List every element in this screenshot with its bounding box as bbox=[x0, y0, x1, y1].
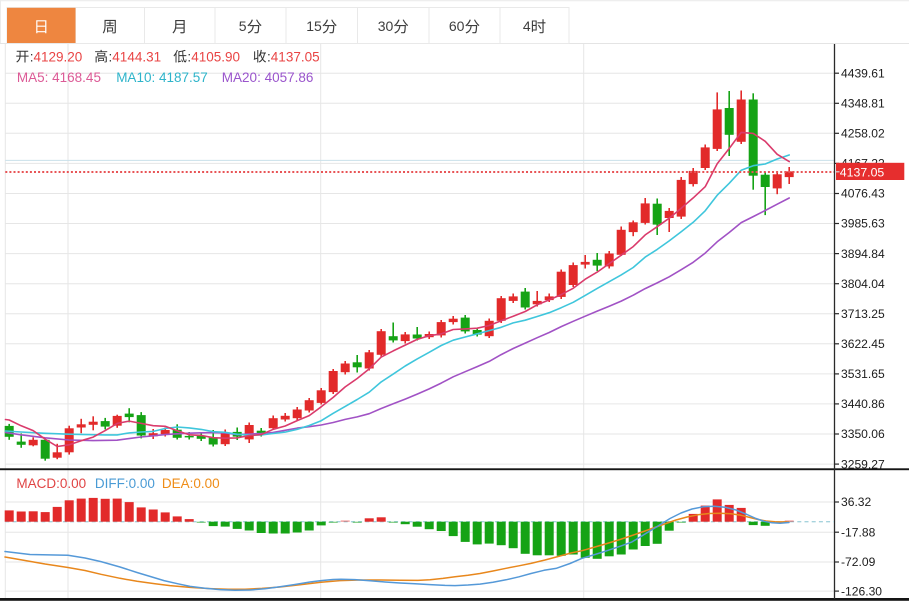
svg-text:3531.65: 3531.65 bbox=[841, 367, 885, 381]
svg-text:4076.43: 4076.43 bbox=[841, 187, 885, 201]
svg-text:3713.25: 3713.25 bbox=[841, 307, 885, 321]
svg-text:3804.04: 3804.04 bbox=[841, 277, 885, 291]
svg-text:4348.81: 4348.81 bbox=[841, 97, 885, 111]
svg-text:4129.20: 4129.20 bbox=[34, 49, 83, 64]
svg-text:MA20: 4057.86: MA20: 4057.86 bbox=[222, 70, 314, 85]
svg-text:4105.90: 4105.90 bbox=[191, 49, 240, 64]
svg-text:30: 30 bbox=[378, 18, 394, 34]
svg-text:3622.45: 3622.45 bbox=[841, 337, 885, 351]
svg-text:4: 4 bbox=[523, 18, 531, 34]
svg-text:3259.27: 3259.27 bbox=[841, 457, 885, 471]
svg-text:-17.88: -17.88 bbox=[841, 525, 876, 539]
svg-text:3350.06: 3350.06 bbox=[841, 427, 885, 441]
svg-text:DEA:0.00: DEA:0.00 bbox=[162, 476, 220, 491]
svg-text:4258.02: 4258.02 bbox=[841, 127, 885, 141]
svg-text:4137.05: 4137.05 bbox=[840, 165, 885, 179]
svg-text:5: 5 bbox=[239, 18, 247, 34]
svg-text:60: 60 bbox=[449, 18, 465, 34]
svg-text:-72.09: -72.09 bbox=[841, 555, 876, 569]
svg-text:3440.86: 3440.86 bbox=[841, 397, 885, 411]
svg-text:15: 15 bbox=[306, 18, 322, 34]
svg-text:-126.30: -126.30 bbox=[841, 584, 882, 598]
svg-text::: : bbox=[187, 49, 191, 64]
svg-text:4137.05: 4137.05 bbox=[271, 49, 320, 64]
svg-text::: : bbox=[109, 49, 113, 64]
svg-text:MA5: 4168.45: MA5: 4168.45 bbox=[17, 70, 101, 85]
svg-text:MACD:0.00: MACD:0.00 bbox=[16, 476, 86, 491]
svg-text:4144.31: 4144.31 bbox=[112, 49, 161, 64]
svg-text::: : bbox=[267, 49, 271, 64]
svg-text:MA10: 4187.57: MA10: 4187.57 bbox=[116, 70, 208, 85]
svg-text:36.32: 36.32 bbox=[841, 495, 872, 509]
svg-text:3894.84: 3894.84 bbox=[841, 247, 885, 261]
svg-text:DIFF:0.00: DIFF:0.00 bbox=[95, 476, 155, 491]
svg-text:4439.61: 4439.61 bbox=[841, 66, 885, 80]
svg-text:3985.63: 3985.63 bbox=[841, 217, 885, 231]
svg-text::: : bbox=[30, 49, 34, 64]
